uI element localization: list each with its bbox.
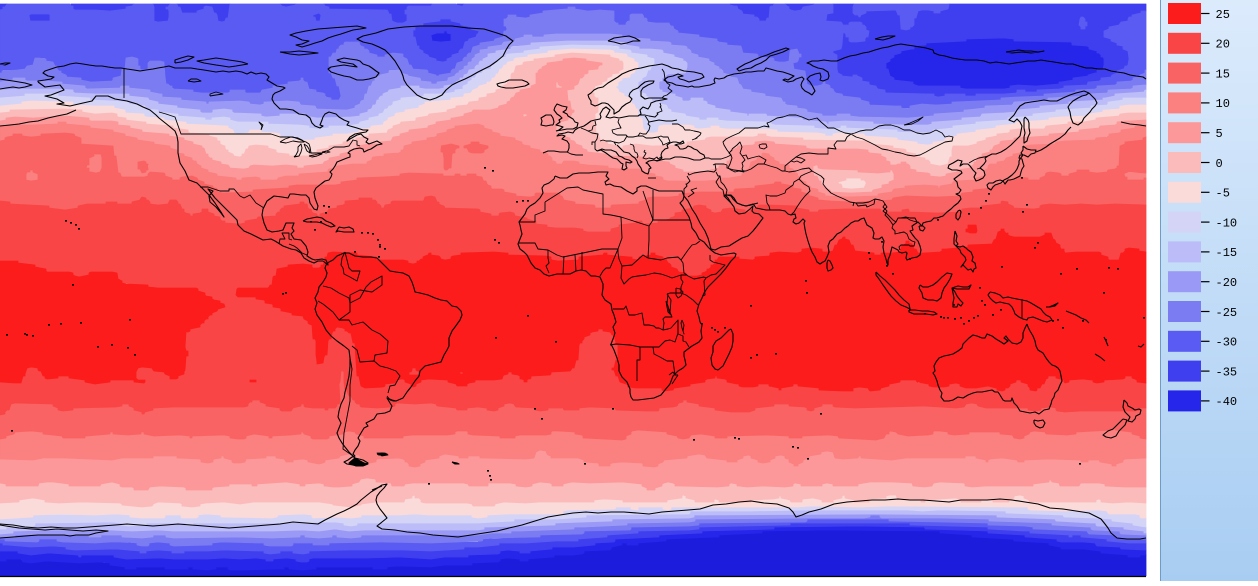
svg-text:-5: -5 <box>1216 187 1230 201</box>
svg-text:15: 15 <box>1216 67 1230 81</box>
svg-text:-20: -20 <box>1216 276 1238 290</box>
svg-text:-40: -40 <box>1216 395 1238 409</box>
svg-text:25: 25 <box>1216 8 1230 22</box>
svg-text:-15: -15 <box>1216 246 1238 260</box>
svg-text:0: 0 <box>1216 157 1223 171</box>
svg-text:-30: -30 <box>1216 336 1238 350</box>
svg-text:10: 10 <box>1216 97 1230 111</box>
svg-text:-25: -25 <box>1216 306 1238 320</box>
svg-text:20: 20 <box>1216 38 1230 52</box>
svg-text:-35: -35 <box>1216 365 1238 379</box>
svg-text:5: 5 <box>1216 127 1223 141</box>
svg-text:-10: -10 <box>1216 216 1238 230</box>
